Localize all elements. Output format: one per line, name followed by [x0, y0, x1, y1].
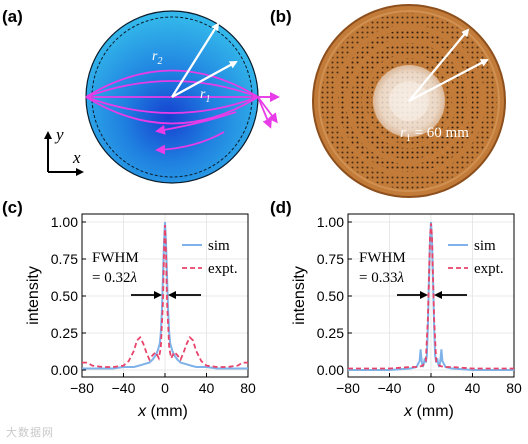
y-tick-label: 0.25	[51, 325, 78, 341]
series-sim-line	[82, 221, 248, 370]
x-tick-label: 80	[240, 380, 256, 396]
sample-radius-vectors	[408, 28, 489, 102]
panel-c-label: (c)	[2, 198, 23, 217]
axis-x-label: x	[72, 148, 81, 167]
radius-annotation: r1 = 60 mm	[400, 125, 469, 144]
legend: sim expt.	[448, 238, 504, 277]
plot-d: (d) 0.00 0.25 0.50 0.75 1.00 −80 −40 0 40 80 x (mm…	[270, 198, 522, 420]
panel-a: (a) r2 r1 y x	[2, 7, 280, 184]
series-sim-line	[348, 221, 514, 371]
series-expt-line	[82, 224, 248, 368]
y-axis-label: intensity	[291, 266, 308, 325]
x-tick-label: −40	[378, 380, 402, 396]
ray-paths	[85, 69, 280, 155]
x-tick-label: 40	[465, 380, 481, 396]
series-expt-line	[348, 223, 514, 370]
fwhm-value: = 0.33λ	[359, 270, 404, 286]
x-tick-label: 80	[506, 380, 522, 396]
xy-axes-indicator: y x	[44, 125, 84, 176]
legend-expt-label: expt.	[208, 261, 238, 277]
y-tick-label: 0.75	[51, 251, 78, 267]
y-axis-label: intensity	[25, 266, 42, 325]
legend-expt-label: expt.	[474, 261, 504, 277]
x-axis-label: x (mm)	[137, 403, 188, 420]
legend-sim-label: sim	[474, 238, 496, 254]
y-tick-label: 0.75	[317, 251, 344, 267]
x-tick-label: −40	[112, 380, 136, 396]
x-tick-label: −80	[70, 380, 94, 396]
plot-c: (c) 0.00 0.25 0.50 0.75 1.00 −80 −40 0 40 80 x (mm…	[2, 198, 256, 420]
y-tick-label: 1.00	[317, 214, 344, 230]
y-tick-label: 1.00	[51, 214, 78, 230]
fwhm-label: FWHM	[359, 250, 406, 266]
legend: sim expt.	[182, 238, 238, 277]
sample-edge	[312, 4, 506, 198]
fwhm-label: FWHM	[92, 250, 139, 266]
x-tick-label: −80	[336, 380, 360, 396]
panel-a-label: (a)	[2, 7, 23, 26]
x-tick-label: 0	[427, 380, 435, 396]
y-tick-label: 0.50	[51, 288, 78, 304]
y-tick-label: 0.00	[51, 362, 78, 378]
r1-label: r1	[200, 87, 210, 105]
legend-sim-label: sim	[208, 238, 230, 254]
watermark: 大数据网	[6, 426, 54, 439]
radius-vectors	[171, 22, 238, 98]
axis-y-label: y	[54, 125, 64, 144]
x-tick-label: 0	[161, 380, 169, 396]
panel-b: (b) r1 = 60 mm	[270, 4, 506, 198]
x-axis-label: x (mm)	[403, 403, 454, 420]
panel-b-label: (b)	[270, 7, 292, 26]
r2-label: r2	[152, 49, 162, 67]
fwhm-value: = 0.32λ	[92, 270, 137, 286]
x-tick-label: 40	[199, 380, 215, 396]
panel-d-label: (d)	[270, 198, 292, 217]
y-tick-label: 0.25	[317, 325, 344, 341]
y-tick-label: 0.50	[317, 288, 344, 304]
y-tick-label: 0.00	[317, 362, 344, 378]
